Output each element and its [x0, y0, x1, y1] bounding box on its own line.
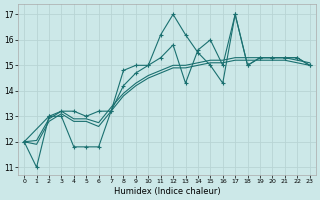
X-axis label: Humidex (Indice chaleur): Humidex (Indice chaleur)	[114, 187, 220, 196]
